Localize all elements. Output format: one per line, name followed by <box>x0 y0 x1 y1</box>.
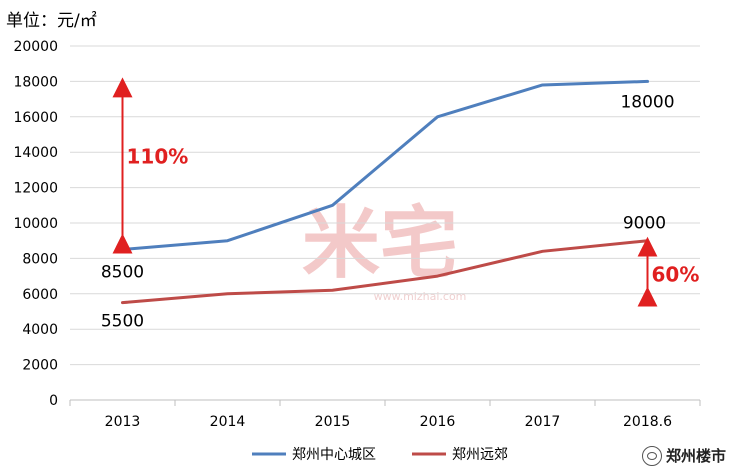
series-line-1 <box>121 79 649 252</box>
legend-label: 郑州中心城区 <box>292 447 376 463</box>
x-tick-label: 2014 <box>210 414 246 430</box>
y-tick-label: 8000 <box>22 251 58 267</box>
y-tick-label: 2000 <box>22 358 58 374</box>
y-tick-label: 20000 <box>13 39 58 55</box>
brand-name: 郑州楼市 <box>665 447 726 465</box>
y-tick-label: 16000 <box>13 110 58 126</box>
y-tick-label: 12000 <box>13 181 58 197</box>
y-tick-label: 14000 <box>13 145 58 161</box>
x-tick-label: 2017 <box>525 414 561 430</box>
y-tick-label: 6000 <box>22 287 58 303</box>
series-line-2 <box>121 239 649 305</box>
annotation-label: 60% <box>652 263 700 287</box>
y-tick-label: 10000 <box>13 216 58 232</box>
x-tick-label: 2015 <box>315 414 351 430</box>
annotation-label: 110% <box>127 144 189 168</box>
watermark-url: www.mizhai.com <box>374 290 467 303</box>
wechat-icon <box>641 445 662 466</box>
x-tick-label: 2016 <box>420 414 456 430</box>
y-tick-label: 0 <box>49 393 58 409</box>
brand-badge: 郑州楼市 <box>641 445 726 466</box>
data-label: 9000 <box>623 214 666 234</box>
data-label: 8500 <box>101 263 144 283</box>
data-label: 18000 <box>620 92 674 112</box>
x-tick-label: 2018.6 <box>623 414 672 430</box>
y-tick-label: 18000 <box>13 74 58 90</box>
legend-label: 郑州远郊 <box>452 446 508 463</box>
data-label: 5500 <box>101 312 144 332</box>
y-tick-label: 4000 <box>22 322 58 338</box>
x-tick-label: 2013 <box>105 414 141 430</box>
watermark-text: 米宅 <box>302 199 458 289</box>
unit-label: 单位：元/㎡ <box>6 11 97 31</box>
